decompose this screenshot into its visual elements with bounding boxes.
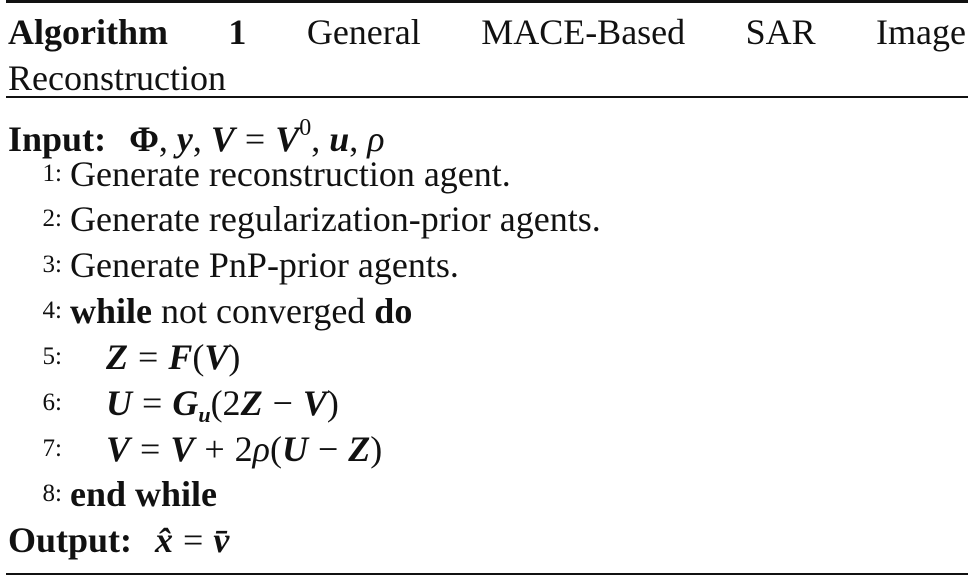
algorithm-number: 1 [228,12,247,52]
title-word: MACE-Based [481,12,686,52]
input-math: Φ, y, V = V0, u, ρ [129,115,385,159]
line-number: 6: [42,389,62,416]
top-rule [6,0,968,3]
output-label: Output: [8,520,133,560]
title-word: Image [876,12,966,52]
line-number: 8: [42,480,62,507]
algorithm-label: Algorithm [8,12,168,52]
bottom-rule [6,573,968,575]
step-text: Generate reconstruction agent. [70,154,511,194]
line-number: 5: [42,343,62,370]
mid-rule [6,96,968,98]
step-math: U = Gu(2Z − V) [106,383,339,427]
step-math: V = V +2ρ(U − Z) [106,429,383,469]
input-label: Input: [8,119,107,159]
line-number: 1: [42,160,62,187]
keyword-do: do [374,291,413,331]
keyword-end-while: end while [70,474,218,514]
output-math: x̂ = v̄ [155,520,230,560]
title-line2: Reconstruction [8,58,226,98]
algorithm-title: Algorithm 1 General MACE-Based SAR Image… [8,9,966,101]
line-number: 2: [42,205,62,232]
title-word: General [306,12,421,52]
while-condition: not converged [152,291,375,331]
step-text: Generate PnP-prior agents. [70,245,459,285]
output-line: Output: x̂ = v̄ [8,517,229,563]
while-statement: while not converged do [70,288,412,334]
step-text: Generate regularization-prior agents. [70,199,601,239]
title-word: SAR [745,12,816,52]
input-line: Input: Φ, y, V = V0, u, ρ [8,105,385,162]
step-math: Z = F(V) [106,337,241,377]
line-number: 3: [42,251,62,278]
line-number: 4: [42,297,62,324]
line-number: 7: [42,435,62,462]
keyword-while: while [70,291,153,331]
